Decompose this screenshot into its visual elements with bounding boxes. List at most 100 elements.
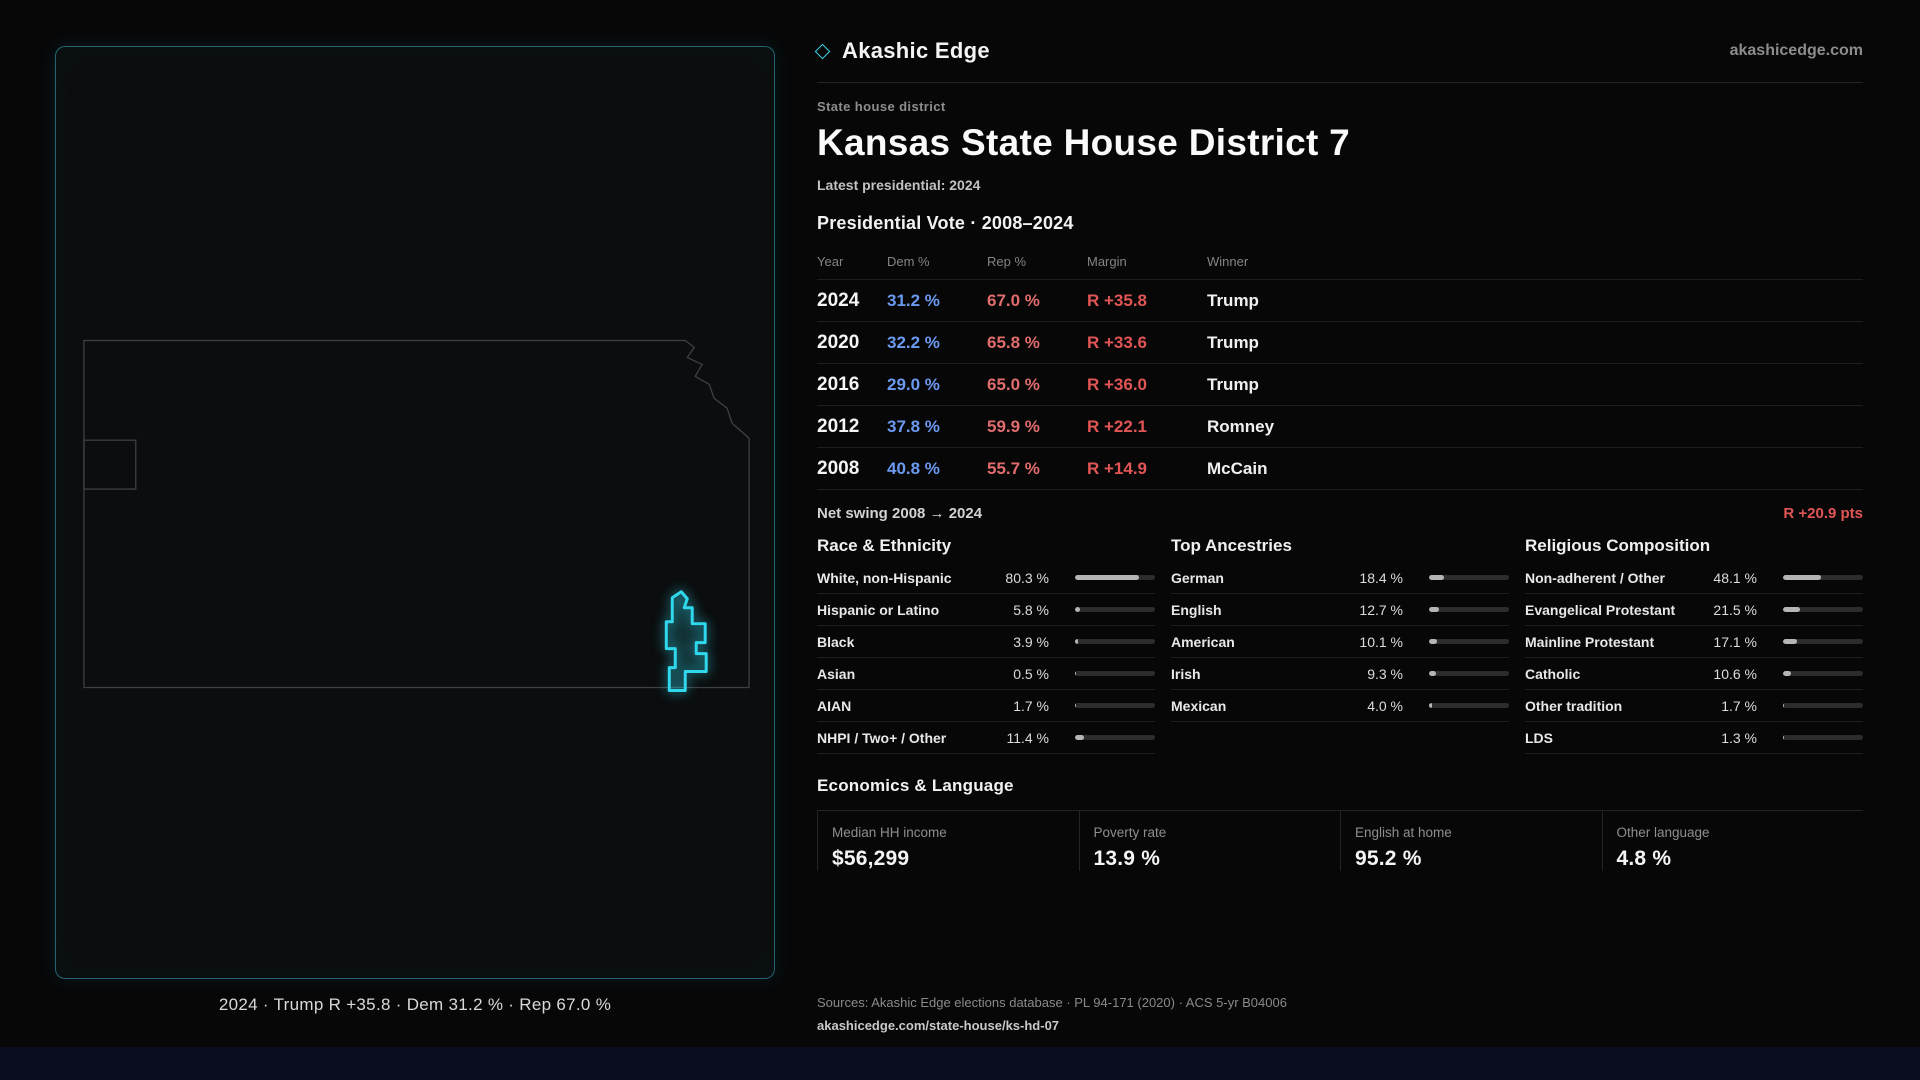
kansas-map	[83, 339, 750, 692]
demo-value: 10.6 %	[1713, 665, 1757, 682]
demo-value: 17.1 %	[1713, 633, 1757, 650]
demo-label: Evangelical Protestant	[1525, 601, 1676, 618]
map-caption: 2024 · Trump R +35.8 · Dem 31.2 % · Rep …	[218, 995, 612, 1014]
demo-bar-fill	[1429, 703, 1433, 708]
demo-rows-religion: Non-adherent / Other 48.1 % Evangelical …	[1525, 562, 1863, 754]
demo-value: 21.5 %	[1713, 601, 1757, 618]
stat-value: 4.8 %	[1616, 847, 1672, 870]
demo-value: 5.8 %	[1013, 601, 1049, 618]
cell-year: 2008	[817, 457, 860, 479]
net-swing-value: R +20.9 pts	[1783, 505, 1863, 522]
cell-margin: R +35.8	[1087, 290, 1148, 310]
demo-row: Catholic 10.6 %	[1525, 658, 1863, 690]
permalink[interactable]: akashicedge.com/state-house/ks-hd-07	[817, 1018, 1060, 1033]
cell-rep-pct: 65.0 %	[987, 374, 1040, 394]
demo-row: Hispanic or Latino 5.8 %	[817, 594, 1155, 626]
demo-value: 4.0 %	[1367, 697, 1403, 714]
header-bar: Akashic Edge akashicedge.com	[814, 38, 1863, 83]
demo-bar-track	[1783, 575, 1863, 580]
demographics-section: Race & Ethnicity White, non-Hispanic 80.…	[817, 536, 1863, 754]
cell-rep-pct: 67.0 %	[987, 290, 1040, 310]
demo-bar-track	[1075, 575, 1155, 580]
demo-title-race: Race & Ethnicity	[817, 536, 952, 555]
column-header-dem: Dem %	[887, 254, 930, 269]
vote-table: Year Dem % Rep % Margin Winner 2024 31.2…	[817, 246, 1863, 534]
demo-bar-fill	[1429, 607, 1440, 612]
stat-label: Median HH income	[832, 825, 947, 840]
demo-bar-fill	[1429, 575, 1444, 580]
stat-card: English at home 95.2 %	[1340, 811, 1602, 871]
demo-row: Asian 0.5 %	[817, 658, 1155, 690]
demo-value: 1.7 %	[1013, 697, 1049, 714]
demo-bar-fill	[1075, 703, 1077, 708]
demo-bar-track	[1429, 607, 1509, 612]
stat-label: Other language	[1616, 825, 1710, 840]
demo-bar-fill	[1075, 639, 1079, 644]
cell-dem-pct: 37.8 %	[887, 416, 940, 436]
column-header-year: Year	[817, 254, 844, 269]
demo-bar-fill	[1783, 639, 1797, 644]
district-7-highlight	[664, 590, 708, 692]
vote-table-body: 2024 31.2 % 67.0 % R +35.8 Trump 2020 32…	[817, 280, 1863, 490]
economics-stats: Median HH income $56,299 Poverty rate 13…	[817, 810, 1863, 871]
demo-label: Other tradition	[1525, 697, 1623, 714]
demo-bar-track	[1783, 703, 1863, 708]
demo-bar-fill	[1075, 671, 1076, 676]
vote-table-row: 2024 31.2 % 67.0 % R +35.8 Trump	[817, 280, 1863, 322]
demo-row: NHPI / Two+ / Other 11.4 %	[817, 722, 1155, 754]
demo-bar-fill	[1783, 703, 1785, 708]
stat-value: $56,299	[832, 847, 910, 870]
demo-bar-track	[1783, 735, 1863, 740]
demo-row: AIAN 1.7 %	[817, 690, 1155, 722]
demo-bar-fill	[1783, 735, 1785, 740]
demo-value: 3.9 %	[1013, 633, 1049, 650]
cell-winner: McCain	[1207, 458, 1268, 478]
demo-col-ancestries: Top Ancestries German 18.4 % English 12.…	[1171, 536, 1509, 754]
brand-site: akashicedge.com	[1729, 42, 1863, 59]
demo-bar-fill	[1075, 735, 1085, 740]
demo-row: LDS 1.3 %	[1525, 722, 1863, 754]
brand-name: Akashic Edge	[842, 38, 990, 63]
cell-rep-pct: 59.9 %	[987, 416, 1040, 436]
demo-row: English 12.7 %	[1171, 594, 1509, 626]
subtitle: Latest presidential: 2024	[817, 177, 981, 193]
vote-table-row: 2020 32.2 % 65.8 % R +33.6 Trump	[817, 322, 1863, 364]
demo-row: Mainline Protestant 17.1 %	[1525, 626, 1863, 658]
demo-bar-track	[1783, 671, 1863, 676]
demo-label: LDS	[1525, 729, 1553, 746]
demo-title-religion: Religious Composition	[1525, 536, 1711, 555]
demo-bar-fill	[1429, 671, 1437, 676]
cell-dem-pct: 31.2 %	[887, 290, 940, 310]
cell-year: 2016	[817, 373, 860, 395]
demo-label: Non-adherent / Other	[1525, 569, 1666, 586]
stat-value: 95.2 %	[1355, 847, 1422, 870]
cell-dem-pct: 40.8 %	[887, 458, 940, 478]
cell-winner: Romney	[1207, 416, 1275, 436]
demo-label: Black	[817, 633, 855, 650]
demo-bar-track	[1783, 607, 1863, 612]
demo-bar-track	[1429, 671, 1509, 676]
demo-bar-fill	[1075, 575, 1140, 580]
economics-title: Economics & Language	[817, 776, 1014, 795]
demo-bar-track	[1075, 639, 1155, 644]
vote-table-header: Year Dem % Rep % Margin Winner	[817, 246, 1863, 280]
net-swing-row: Net swing 2008 → 2024 R +20.9 pts	[817, 490, 1863, 534]
demo-bar-track	[1075, 671, 1155, 676]
demo-row: Evangelical Protestant 21.5 %	[1525, 594, 1863, 626]
demo-label: English	[1171, 601, 1222, 618]
demo-bar-track	[1429, 703, 1509, 708]
demo-value: 9.3 %	[1367, 665, 1403, 682]
demo-label: AIAN	[817, 697, 852, 714]
demo-rows-race: White, non-Hispanic 80.3 % Hispanic or L…	[817, 562, 1155, 754]
cell-winner: Trump	[1207, 332, 1259, 352]
cell-year: 2020	[817, 331, 860, 353]
kicker: State house district	[817, 99, 946, 114]
demo-col-race: Race & Ethnicity White, non-Hispanic 80.…	[817, 536, 1155, 754]
column-header-margin: Margin	[1087, 254, 1127, 269]
cell-margin: R +33.6	[1087, 332, 1148, 352]
demo-row: Mexican 4.0 %	[1171, 690, 1509, 722]
cell-year: 2012	[817, 415, 860, 437]
demo-label: NHPI / Two+ / Other	[817, 729, 947, 746]
demo-row: Black 3.9 %	[817, 626, 1155, 658]
cell-margin: R +22.1	[1087, 416, 1148, 436]
